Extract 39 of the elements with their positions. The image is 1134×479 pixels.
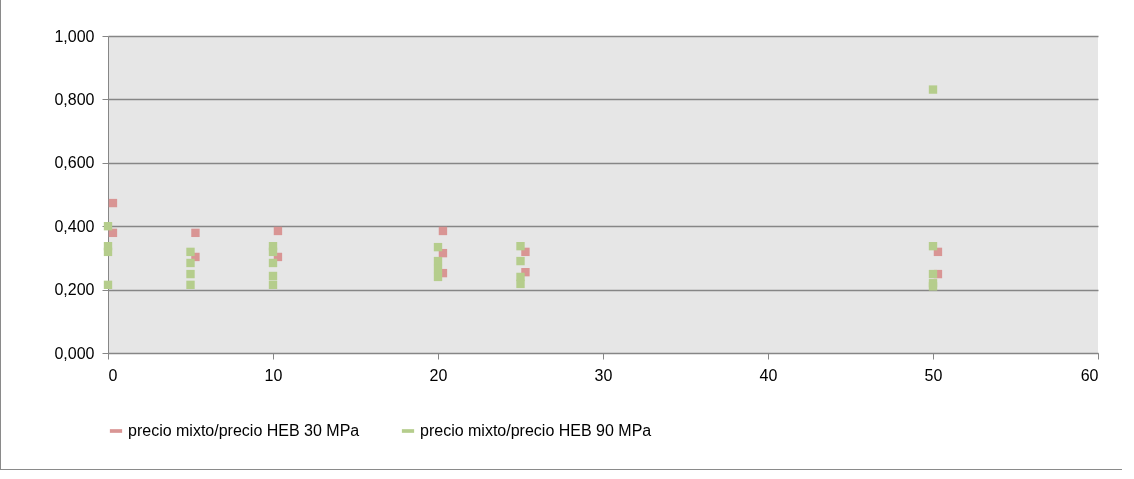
legend-label: precio mixto/precio HEB 30 MPa — [128, 422, 360, 439]
y-tick-label: 0,400 — [54, 217, 95, 235]
point — [186, 269, 195, 279]
point — [928, 241, 938, 251]
legend-label: precio mixto/precio HEB 90 MPa — [420, 422, 652, 439]
point — [433, 272, 443, 282]
x-tick-label: 30 — [594, 366, 613, 384]
point — [516, 279, 525, 289]
point — [268, 258, 278, 268]
y-tick-label: 1,000 — [54, 27, 95, 45]
point — [108, 198, 118, 208]
point — [433, 264, 443, 274]
point — [191, 228, 200, 238]
point — [433, 242, 443, 252]
x-tick-label: 20 — [429, 366, 448, 384]
point — [186, 280, 195, 290]
point — [438, 226, 448, 236]
y-tick-label: 0,600 — [54, 154, 95, 172]
x-tick-label: 10 — [264, 366, 283, 384]
point — [516, 256, 525, 266]
x-tick-label: 0 — [108, 366, 118, 384]
point — [516, 241, 525, 251]
point — [268, 280, 278, 290]
x-tick-label: 60 — [1080, 366, 1099, 384]
point — [273, 226, 283, 236]
point — [928, 269, 938, 279]
point — [186, 247, 195, 257]
y-tick-label: 0,000 — [54, 344, 95, 362]
point — [268, 247, 278, 257]
point — [433, 256, 443, 266]
y-tick-label: 0,200 — [54, 281, 95, 299]
x-tick-label: 50 — [924, 366, 943, 384]
y-tick-label: 0,800 — [54, 90, 95, 108]
point — [103, 247, 113, 257]
point — [186, 258, 195, 268]
point — [928, 85, 938, 94]
x-tick-label: 40 — [759, 366, 778, 384]
point — [521, 247, 530, 257]
point — [268, 271, 278, 281]
